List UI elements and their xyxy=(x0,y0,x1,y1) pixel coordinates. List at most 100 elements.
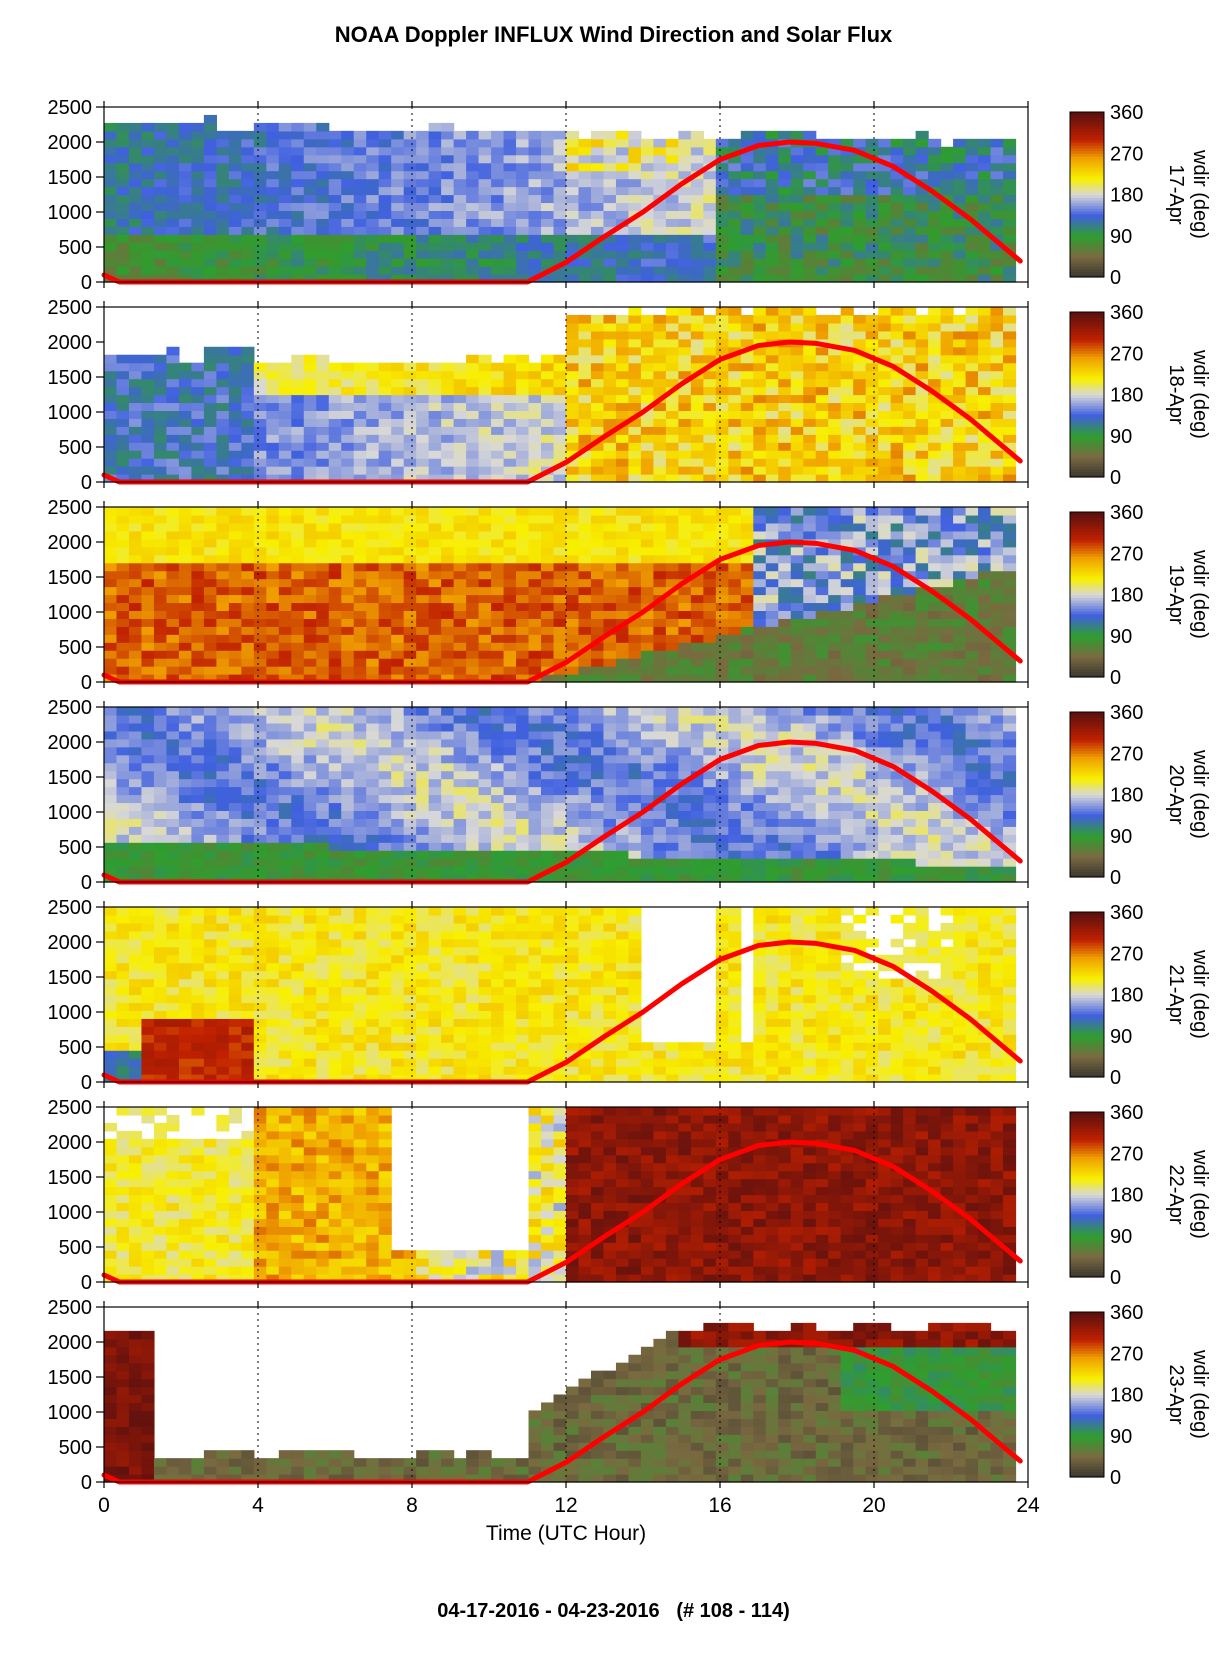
heatmap-cell xyxy=(703,210,717,219)
heatmap-cell xyxy=(553,170,567,180)
heatmap-cell xyxy=(441,394,455,404)
heatmap-cell xyxy=(278,426,292,435)
heatmap-cell xyxy=(266,770,280,780)
heatmap-cell xyxy=(978,146,992,156)
heatmap-cell xyxy=(665,170,679,180)
heatmap-cell xyxy=(228,378,242,388)
heatmap-cell xyxy=(366,402,380,411)
heatmap-cell xyxy=(728,562,742,572)
heatmap-cell xyxy=(566,626,580,635)
heatmap-cell xyxy=(878,146,892,156)
heatmap-cell xyxy=(541,274,555,283)
colorbar-swatch xyxy=(1070,255,1104,259)
heatmap-cell xyxy=(278,714,292,724)
heatmap-cell xyxy=(441,122,455,132)
heatmap-cell xyxy=(603,378,617,388)
heatmap-cell xyxy=(615,274,630,283)
heatmap-cell xyxy=(116,458,130,467)
heatmap-cell xyxy=(865,514,879,524)
heatmap-cell xyxy=(166,162,180,172)
heatmap-cell xyxy=(840,234,854,243)
heatmap-cell xyxy=(366,146,380,156)
heatmap-cell xyxy=(990,314,1004,324)
heatmap-cell xyxy=(303,674,317,683)
heatmap-cell xyxy=(728,507,742,516)
heatmap-cell xyxy=(491,570,505,580)
heatmap-cell xyxy=(678,322,692,332)
heatmap-cell xyxy=(128,858,143,867)
colorbar-swatch xyxy=(1070,649,1104,653)
heatmap-cell xyxy=(928,138,942,148)
heatmap-cell xyxy=(890,666,904,675)
heatmap-cell xyxy=(990,258,1004,267)
heatmap-cell xyxy=(715,418,729,427)
heatmap-cell xyxy=(603,602,617,611)
heatmap-cell xyxy=(316,650,330,659)
colorbar-swatch xyxy=(1070,178,1104,182)
heatmap-cell xyxy=(541,602,555,611)
heatmap-cell xyxy=(116,226,130,235)
heatmap-cell xyxy=(740,426,754,435)
heatmap-cell xyxy=(291,570,305,580)
heatmap-cell xyxy=(528,178,542,188)
heatmap-cell xyxy=(203,586,217,596)
heatmap-cell xyxy=(740,178,754,188)
colorbar-swatch xyxy=(1070,597,1104,601)
heatmap-cell xyxy=(503,458,517,467)
heatmap-cell xyxy=(416,666,430,675)
heatmap-cell xyxy=(203,146,217,156)
heatmap-cell xyxy=(840,307,854,316)
heatmap-cell xyxy=(640,642,655,651)
colorbar-swatch xyxy=(1070,611,1104,615)
heatmap-cell xyxy=(578,586,592,596)
heatmap-cell xyxy=(640,154,655,164)
heatmap-cell xyxy=(990,546,1004,556)
heatmap-cell xyxy=(378,458,392,467)
heatmap-cell xyxy=(853,386,867,396)
heatmap-cell xyxy=(790,226,804,235)
heatmap-cell xyxy=(940,154,954,164)
heatmap-cell xyxy=(1003,210,1017,219)
heatmap-cell xyxy=(828,362,842,372)
heatmap-cell xyxy=(553,146,567,156)
heatmap-cell xyxy=(578,338,592,348)
heatmap-cell xyxy=(590,650,605,659)
y-tick-label: 1000 xyxy=(48,602,93,624)
heatmap-cell xyxy=(491,146,505,156)
heatmap-cell xyxy=(241,386,255,396)
heatmap-cell xyxy=(865,394,879,404)
heatmap-cell xyxy=(928,330,942,340)
heatmap-cell xyxy=(665,178,679,188)
heatmap-cell xyxy=(203,138,217,148)
heatmap-cell xyxy=(216,378,230,388)
heatmap-cell xyxy=(940,258,954,267)
heatmap-cell xyxy=(853,242,867,251)
heatmap-cell xyxy=(253,770,267,780)
heatmap-cell xyxy=(241,450,255,459)
heatmap-cell xyxy=(978,242,992,251)
heatmap-cell xyxy=(740,402,754,411)
heatmap-cell xyxy=(653,626,667,635)
heatmap-cell xyxy=(528,578,542,588)
heatmap-cell xyxy=(815,507,829,516)
heatmap-cell xyxy=(328,642,342,651)
heatmap-cell xyxy=(953,218,967,227)
heatmap-cell xyxy=(266,162,280,172)
heatmap-cell xyxy=(878,514,892,524)
heatmap-cell xyxy=(865,458,879,467)
heatmap-cell xyxy=(853,170,867,180)
heatmap-cell xyxy=(903,466,917,475)
y-tick-label: 2000 xyxy=(48,332,93,354)
heatmap-cell xyxy=(665,538,679,548)
heatmap-cell xyxy=(953,610,967,619)
heatmap-cell xyxy=(116,170,130,180)
heatmap-cell xyxy=(903,402,917,411)
colorbar-swatch xyxy=(1070,314,1104,319)
heatmap-cell xyxy=(640,194,655,204)
heatmap-cell xyxy=(241,458,255,467)
heatmap-cell xyxy=(978,674,992,683)
heatmap-cell xyxy=(1003,346,1017,356)
heatmap-cell xyxy=(303,618,317,627)
heatmap-cell xyxy=(640,466,655,475)
heatmap-cell xyxy=(815,426,829,435)
